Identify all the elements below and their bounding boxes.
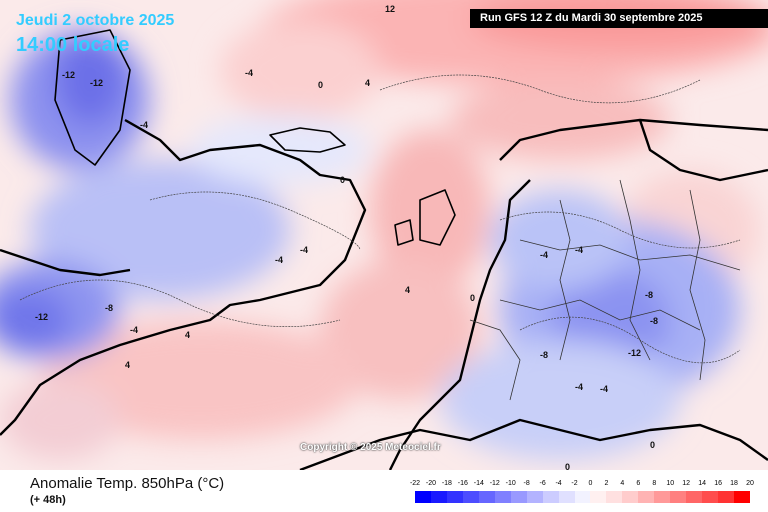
copyright-notice: Copyright © 2025 Meteociel.fr <box>300 442 441 453</box>
scale-tick-label: 20 <box>746 480 754 487</box>
scale-tick-label: -20 <box>425 480 436 487</box>
contour-label: -8 <box>540 350 548 360</box>
contour-label: -12 <box>62 70 75 80</box>
scale-tick-label: 12 <box>682 480 691 487</box>
coastline-western-europe <box>388 179 531 470</box>
scale-tick-label: -18 <box>441 480 452 487</box>
valid-date: Jeudi 2 octobre 2025 <box>16 12 175 29</box>
scale-tick-label: 10 <box>666 480 675 487</box>
scale-tick-label: 18 <box>730 480 738 487</box>
scale-swatch <box>606 491 623 503</box>
contour-label: -8 <box>650 316 658 326</box>
scale-swatch <box>718 491 735 503</box>
scale-swatch <box>734 491 751 503</box>
scale-swatch <box>574 491 591 503</box>
anomaly-field <box>0 0 768 460</box>
valid-time: 14:00 locale <box>16 34 130 56</box>
scale-tick-label: -16 <box>457 480 468 487</box>
scale-tick-label: -14 <box>473 480 484 487</box>
temperature-anomaly-map: -12 -12 -4 -4 0 4 -4 -4 -8 -12 -4 4 4 0 4 0 -4 -4 -8 -8 -12 -… <box>0 0 768 470</box>
run-info-banner: Run GFS 12 Z du Mardi 30 septembre 2025 <box>470 9 768 28</box>
scale-tick-label: 4 <box>620 480 625 487</box>
contour-label: 0 <box>318 80 323 90</box>
scale-tick-label: -12 <box>489 480 500 487</box>
scale-tick-label: 14 <box>698 480 707 487</box>
scale-tick-label: -6 <box>539 480 546 487</box>
contour-label: -12 <box>35 312 48 322</box>
scale-swatch <box>622 491 639 503</box>
contour-label: 4 <box>125 360 130 370</box>
parameter-title: Anomalie Temp. 850hPa (°C) <box>30 475 225 492</box>
color-scale-legend: -22 -20 -18 -16 -14 -12 -10 -8 -6 -4 -2 0 2 4 6 8 10 12 14… <box>410 480 754 503</box>
scale-swatch <box>415 491 431 503</box>
island-iceland <box>269 127 346 153</box>
contour-label: 0 <box>565 462 570 470</box>
contour-label: -4 <box>600 384 608 394</box>
scale-swatch <box>686 491 703 503</box>
island-ireland <box>394 219 414 246</box>
contour-labels: -12 -12 -4 -4 0 4 -4 -4 -8 -12 -4 4 4 0 4 0 -4 -4 -8 -8 -12 -… <box>35 4 658 470</box>
contour-label: 4 <box>405 285 410 295</box>
contour-label: -8 <box>645 290 653 300</box>
scale-swatch <box>478 491 495 503</box>
contour-label: -4 <box>540 250 548 260</box>
contour-label: -4 <box>575 245 583 255</box>
scale-swatch <box>446 491 463 503</box>
contour-label: 0 <box>340 175 345 185</box>
scale-swatch <box>654 491 671 503</box>
island-greenland <box>54 29 131 166</box>
scale-tick-labels: -22 -20 -18 -16 -14 -12 -10 -8 -6 -4 -2 0 2 4 6 8 10 12 14… <box>410 480 754 490</box>
islands <box>54 29 456 246</box>
borders <box>469 179 741 401</box>
scale-swatch <box>494 491 511 503</box>
scale-tick-label: 6 <box>636 480 641 487</box>
contour-label: 0 <box>650 440 655 450</box>
contour-label: 0 <box>470 293 475 303</box>
contour-label: -4 <box>130 325 138 335</box>
scale-tick-label: -8 <box>523 480 530 487</box>
coastline-north-america <box>0 118 367 436</box>
contour-label: -12 <box>628 348 641 358</box>
scale-tick-label: -22 <box>409 480 421 487</box>
scale-tick-label: -10 <box>505 480 516 487</box>
coastline-labrador <box>0 248 131 277</box>
scale-tick-label: 8 <box>652 480 657 487</box>
scale-color-bar <box>415 491 751 503</box>
contour-label: -8 <box>105 303 113 313</box>
scale-swatch <box>526 491 543 503</box>
scale-swatch <box>670 491 687 503</box>
scale-swatch <box>542 491 559 503</box>
contour-label: -4 <box>275 255 283 265</box>
lead-time: (+ 48h) <box>30 494 66 506</box>
contour-label: -4 <box>575 382 583 392</box>
contour-label: -12 <box>90 78 103 88</box>
coastline-baltic <box>638 119 768 182</box>
coastline-north-africa <box>299 418 768 470</box>
scale-swatch <box>430 491 447 503</box>
coastlines <box>0 118 768 470</box>
scale-swatch <box>590 491 607 503</box>
scale-tick-label: 16 <box>714 480 722 487</box>
island-great-britain <box>419 189 456 246</box>
contour-label: -4 <box>245 68 253 78</box>
scale-swatch <box>558 491 575 503</box>
contour-label: 4 <box>185 330 190 340</box>
contour-label: 12 <box>385 4 395 14</box>
scale-swatch <box>638 491 655 503</box>
scale-swatch <box>702 491 719 503</box>
scale-swatch <box>462 491 479 503</box>
scale-tick-label: -2 <box>571 480 578 487</box>
contour-label: 4 <box>365 78 370 88</box>
contour-label: -4 <box>140 120 148 130</box>
scale-tick-label: 0 <box>588 480 593 487</box>
coastline-scandinavia <box>499 118 768 161</box>
scale-swatch <box>510 491 527 503</box>
scale-tick-label: 2 <box>604 480 609 487</box>
contour-label: -4 <box>300 245 308 255</box>
isotherm-contours <box>19 74 741 364</box>
scale-tick-label: -4 <box>555 480 562 487</box>
